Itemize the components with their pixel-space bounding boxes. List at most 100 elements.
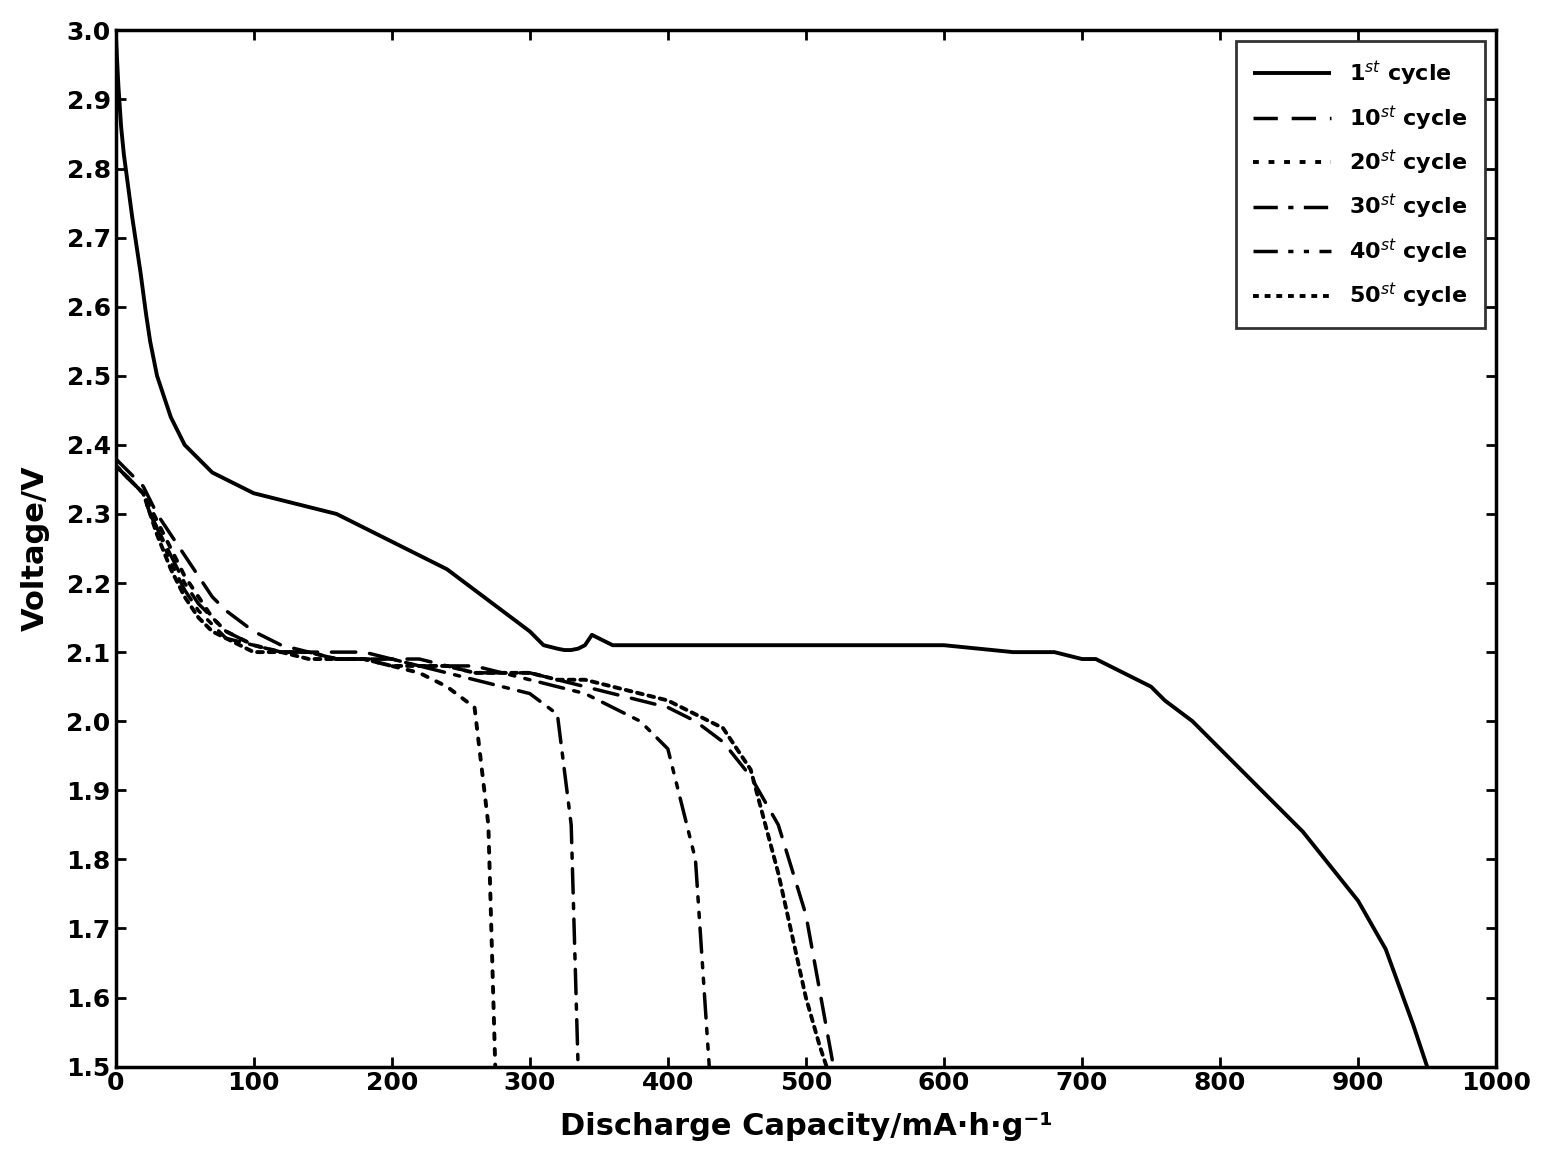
40$^{st}$ cycle — [175, 583, 194, 597]
50$^{st}$ cycle — [438, 659, 456, 673]
40$^{st}$ cycle — [147, 521, 166, 535]
10$^{st}$ cycle — [658, 701, 677, 715]
50$^{st}$ cycle — [768, 866, 787, 880]
10$^{st}$ cycle — [327, 645, 346, 659]
20$^{st}$ cycle — [175, 569, 194, 583]
10$^{st}$ cycle — [520, 666, 539, 680]
1$^{st}$ cycle — [556, 643, 574, 657]
50$^{st}$ cycle — [327, 652, 346, 666]
30$^{st}$ cycle — [562, 818, 580, 832]
30$^{st}$ cycle — [203, 610, 222, 624]
50$^{st}$ cycle — [632, 687, 650, 701]
10$^{st}$ cycle — [175, 548, 194, 562]
40$^{st}$ cycle — [438, 659, 456, 673]
Line: 10$^{st}$ cycle: 10$^{st}$ cycle — [115, 459, 833, 1067]
50$^{st}$ cycle — [714, 722, 733, 736]
20$^{st}$ cycle — [480, 818, 498, 832]
30$^{st}$ cycle — [133, 486, 152, 500]
50$^{st}$ cycle — [141, 507, 160, 521]
40$^{st}$ cycle — [189, 604, 208, 618]
50$^{st}$ cycle — [355, 652, 374, 666]
30$^{st}$ cycle — [161, 548, 180, 562]
10$^{st}$ cycle — [133, 480, 152, 494]
50$^{st}$ cycle — [604, 680, 622, 694]
10$^{st}$ cycle — [106, 452, 124, 466]
30$^{st}$ cycle — [410, 659, 428, 673]
30$^{st}$ cycle — [141, 507, 160, 521]
40$^{st}$ cycle — [355, 652, 374, 666]
40$^{st}$ cycle — [576, 687, 594, 701]
10$^{st}$ cycle — [113, 459, 132, 473]
50$^{st}$ cycle — [576, 673, 594, 687]
40$^{st}$ cycle — [127, 480, 146, 494]
10$^{st}$ cycle — [604, 687, 622, 701]
50$^{st}$ cycle — [106, 459, 124, 473]
40$^{st}$ cycle — [700, 1060, 719, 1074]
10$^{st}$ cycle — [355, 645, 374, 659]
40$^{st}$ cycle — [113, 466, 132, 480]
30$^{st}$ cycle — [520, 687, 539, 701]
30$^{st}$ cycle — [217, 624, 236, 638]
50$^{st}$ cycle — [300, 652, 318, 666]
40$^{st}$ cycle — [520, 673, 539, 687]
10$^{st}$ cycle — [796, 908, 815, 921]
40$^{st}$ cycle — [466, 666, 484, 680]
40$^{st}$ cycle — [120, 473, 138, 487]
Legend: 1$^{st}$ cycle, 10$^{st}$ cycle, 20$^{st}$ cycle, 30$^{st}$ cycle, 40$^{st}$ cyc: 1$^{st}$ cycle, 10$^{st}$ cycle, 20$^{st… — [1235, 42, 1485, 328]
10$^{st}$ cycle — [824, 1060, 843, 1074]
X-axis label: Discharge Capacity/mA·h·g⁻¹: Discharge Capacity/mA·h·g⁻¹ — [560, 1112, 1052, 1141]
10$^{st}$ cycle — [244, 624, 262, 638]
10$^{st}$ cycle — [189, 569, 208, 583]
40$^{st}$ cycle — [133, 486, 152, 500]
30$^{st}$ cycle — [382, 652, 400, 666]
20$^{st}$ cycle — [466, 701, 484, 715]
50$^{st}$ cycle — [120, 473, 138, 487]
Line: 40$^{st}$ cycle: 40$^{st}$ cycle — [115, 466, 709, 1067]
1$^{st}$ cycle — [217, 473, 236, 487]
20$^{st}$ cycle — [141, 500, 160, 514]
20$^{st}$ cycle — [272, 645, 290, 659]
20$^{st}$ cycle — [133, 486, 152, 500]
50$^{st}$ cycle — [494, 666, 512, 680]
30$^{st}$ cycle — [244, 638, 262, 652]
50$^{st}$ cycle — [133, 486, 152, 500]
40$^{st}$ cycle — [217, 631, 236, 645]
40$^{st}$ cycle — [327, 652, 346, 666]
50$^{st}$ cycle — [818, 1060, 837, 1074]
20$^{st}$ cycle — [106, 459, 124, 473]
20$^{st}$ cycle — [113, 466, 132, 480]
50$^{st}$ cycle — [810, 1039, 829, 1053]
10$^{st}$ cycle — [127, 473, 146, 487]
50$^{st}$ cycle — [147, 528, 166, 541]
1$^{st}$ cycle — [438, 562, 456, 576]
30$^{st}$ cycle — [113, 466, 132, 480]
10$^{st}$ cycle — [742, 769, 760, 783]
50$^{st}$ cycle — [410, 659, 428, 673]
40$^{st}$ cycle — [300, 645, 318, 659]
40$^{st}$ cycle — [203, 617, 222, 631]
10$^{st}$ cycle — [576, 680, 594, 694]
40$^{st}$ cycle — [382, 652, 400, 666]
10$^{st}$ cycle — [714, 734, 733, 748]
30$^{st}$ cycle — [548, 708, 566, 722]
50$^{st}$ cycle — [520, 666, 539, 680]
20$^{st}$ cycle — [120, 473, 138, 487]
1$^{st}$ cycle — [106, 23, 124, 37]
Line: 50$^{st}$ cycle: 50$^{st}$ cycle — [115, 466, 827, 1067]
Line: 1$^{st}$ cycle: 1$^{st}$ cycle — [115, 30, 1428, 1067]
10$^{st}$ cycle — [300, 645, 318, 659]
50$^{st}$ cycle — [686, 708, 705, 722]
20$^{st}$ cycle — [161, 541, 180, 555]
10$^{st}$ cycle — [438, 659, 456, 673]
50$^{st}$ cycle — [742, 762, 760, 776]
10$^{st}$ cycle — [686, 715, 705, 729]
Y-axis label: Voltage/V: Voltage/V — [20, 466, 50, 631]
30$^{st}$ cycle — [272, 645, 290, 659]
20$^{st}$ cycle — [327, 652, 346, 666]
10$^{st}$ cycle — [382, 652, 400, 666]
50$^{st}$ cycle — [382, 659, 400, 673]
50$^{st}$ cycle — [272, 645, 290, 659]
40$^{st}$ cycle — [604, 701, 622, 715]
40$^{st}$ cycle — [410, 659, 428, 673]
20$^{st}$ cycle — [244, 638, 262, 652]
